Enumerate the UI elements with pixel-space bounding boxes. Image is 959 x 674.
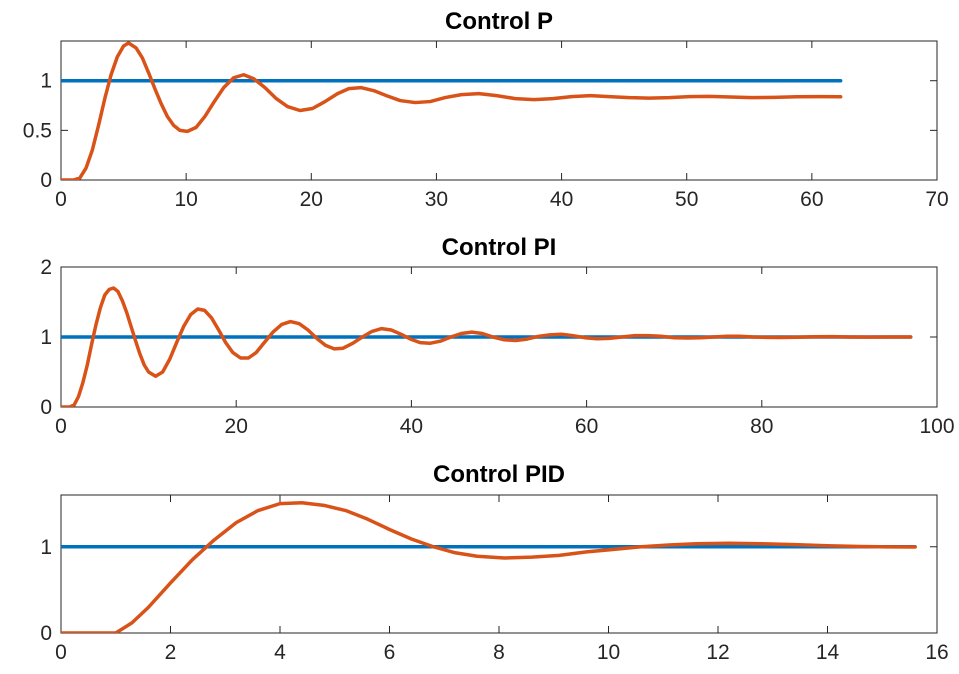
chart-pi-ytick-label: 2 — [40, 256, 52, 279]
chart-pi-ytick-label: 1 — [40, 326, 52, 349]
chart-p-xtick-label: 50 — [675, 188, 698, 211]
chart-p-axes — [60, 40, 938, 181]
chart-pid-title: Control PID — [433, 461, 565, 488]
chart-pid-xtick-label: 4 — [274, 641, 286, 664]
chart-p-xtick-label: 0 — [55, 188, 67, 211]
chart-p-xtick-label: 60 — [800, 188, 823, 211]
chart-pid-xtick-label: 14 — [816, 641, 840, 664]
chart-pid-xtick-label: 16 — [925, 641, 948, 664]
chart-pid-xtick-label: 6 — [384, 641, 396, 664]
chart-pi-ytick-label: 0 — [40, 396, 52, 419]
chart-pi-xtick-label: 0 — [55, 415, 67, 438]
chart-p-ytick-label: 0.5 — [23, 119, 52, 142]
chart-p-xtick-label: 30 — [425, 188, 448, 211]
chart-p-ytick-label: 0 — [40, 169, 52, 192]
chart-pi-xtick-label: 20 — [225, 415, 248, 438]
chart-pid-ytick-label: 1 — [40, 536, 52, 559]
chart-pi: Control PI 0 20 40 60 80 100 0 1 2 — [40, 234, 954, 438]
chart-pid-xtick-label: 12 — [706, 641, 729, 664]
chart-p: Control P 0 10 20 30 40 50 60 70 0 0.5 1 — [23, 8, 949, 211]
chart-pi-xtick-label: 60 — [575, 415, 598, 438]
chart-p-ytick-label: 1 — [40, 70, 52, 93]
chart-pid-xtick-label: 2 — [165, 641, 177, 664]
chart-p-title: Control P — [445, 8, 553, 35]
chart-pi-response-line — [61, 286, 913, 407]
chart-pi-xtick-label: 40 — [400, 415, 423, 438]
chart-pid-ytick-label: 0 — [40, 622, 52, 645]
chart-pid-response-line — [61, 501, 917, 633]
chart-pid-xtick-label: 8 — [493, 641, 505, 664]
chart-pid-xtick-label: 10 — [597, 641, 620, 664]
chart-pi-xtick-label: 100 — [919, 415, 954, 438]
chart-pid-axes — [60, 494, 938, 634]
chart-p-xtick-label: 20 — [300, 188, 323, 211]
chart-pi-title: Control PI — [442, 234, 557, 261]
chart-pi-xtick-label: 80 — [750, 415, 773, 438]
chart-p-response-line — [61, 41, 843, 180]
chart-pid: Control PID 0 2 4 6 8 10 12 14 16 0 1 — [40, 461, 948, 664]
chart-p-xtick-label: 70 — [925, 188, 948, 211]
chart-p-xtick-label: 10 — [174, 188, 197, 211]
chart-p-xtick-label: 40 — [550, 188, 573, 211]
chart-pid-xtick-label: 0 — [55, 641, 67, 664]
